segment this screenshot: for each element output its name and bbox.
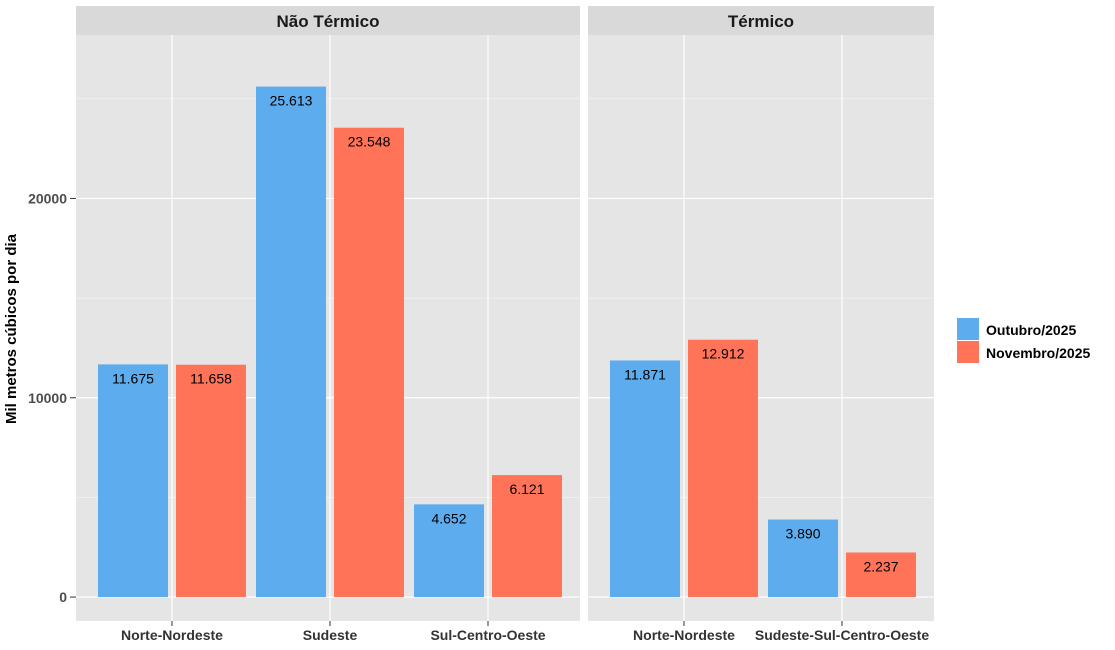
legend-label-novembro: Novembro/2025 [986, 345, 1090, 361]
legend-item-novembro[interactable]: Novembro/2025 [957, 341, 1090, 363]
legend: Outubro/2025 Novembro/2025 [957, 318, 1090, 363]
bar-termico-sudeste-sul-centro-oeste-novembro-2025 [846, 552, 916, 598]
x-tick-label-norte-nordeste: Norte-Nordeste [633, 627, 735, 643]
bar-nao-termico-sul-centro-oeste-outubro-2025 [414, 504, 484, 598]
x-tick-label-norte-nordeste: Norte-Nordeste [121, 627, 223, 643]
data-label-termico-norte-nordeste-outubro-2025: 11.871 [624, 366, 666, 382]
legend-swatch-outubro [957, 318, 979, 340]
bar-nao-termico-norte-nordeste-outubro-2025 [98, 364, 168, 598]
y-tick-label: 20000 [28, 190, 67, 206]
panel-strip [588, 6, 934, 35]
legend-label-outubro: Outubro/2025 [986, 322, 1076, 338]
data-label-nao-termico-sudeste-novembro-2025: 23.548 [348, 134, 391, 150]
bar-termico-norte-nordeste-novembro-2025 [688, 339, 758, 598]
data-label-nao-termico-sul-centro-oeste-novembro-2025: 6.121 [509, 481, 544, 497]
bar-termico-norte-nordeste-outubro-2025 [610, 360, 680, 598]
data-label-nao-termico-sul-centro-oeste-outubro-2025: 4.652 [431, 510, 466, 526]
x-tick-label-sul-centro-oeste: Sul-Centro-Oeste [430, 627, 545, 643]
x-tick-label-sudeste: Sudeste [303, 627, 358, 643]
panel-strip [76, 6, 580, 35]
panel-title: Não Térmico [277, 12, 380, 31]
bar-nao-termico-norte-nordeste-novembro-2025 [176, 364, 246, 598]
x-tick-label-sudeste-sul-centro-oeste: Sudeste-Sul-Centro-Oeste [755, 627, 929, 643]
legend-item-outubro[interactable]: Outubro/2025 [957, 318, 1076, 340]
panels: Não Térmico 11.675 11.658 Norte-Nordeste 25.… [76, 6, 934, 643]
legend-swatch-novembro [957, 341, 979, 363]
bar-nao-termico-sul-centro-oeste-novembro-2025 [492, 475, 562, 598]
bar-nao-termico-sudeste-outubro-2025 [256, 86, 326, 598]
data-label-nao-termico-norte-nordeste-outubro-2025: 11.675 [112, 370, 154, 386]
panel-termico: Térmico 11.871 12.912 Norte-Nordeste 3.890 2.… [588, 6, 934, 643]
data-label-termico-sudeste-sul-centro-oeste-outubro-2025: 3.890 [785, 526, 820, 542]
y-tick-label: 0 [59, 589, 67, 605]
bar-termico-sudeste-sul-centro-oeste-outubro-2025 [768, 519, 838, 598]
data-label-termico-sudeste-sul-centro-oeste-novembro-2025: 2.237 [863, 558, 898, 574]
panel-title: Térmico [728, 12, 794, 31]
y-axis-title: Mil metros cúbicos por dia [3, 233, 20, 424]
data-label-nao-termico-norte-nordeste-novembro-2025: 11.658 [190, 371, 232, 387]
y-tick-label: 10000 [28, 390, 67, 406]
data-label-nao-termico-sudeste-outubro-2025: 25.613 [270, 93, 313, 109]
bar-nao-termico-sudeste-novembro-2025 [334, 127, 404, 598]
panel-nao-termico: Não Térmico 11.675 11.658 Norte-Nordeste 25.… [76, 6, 580, 643]
data-label-termico-norte-nordeste-novembro-2025: 12.912 [702, 346, 745, 362]
